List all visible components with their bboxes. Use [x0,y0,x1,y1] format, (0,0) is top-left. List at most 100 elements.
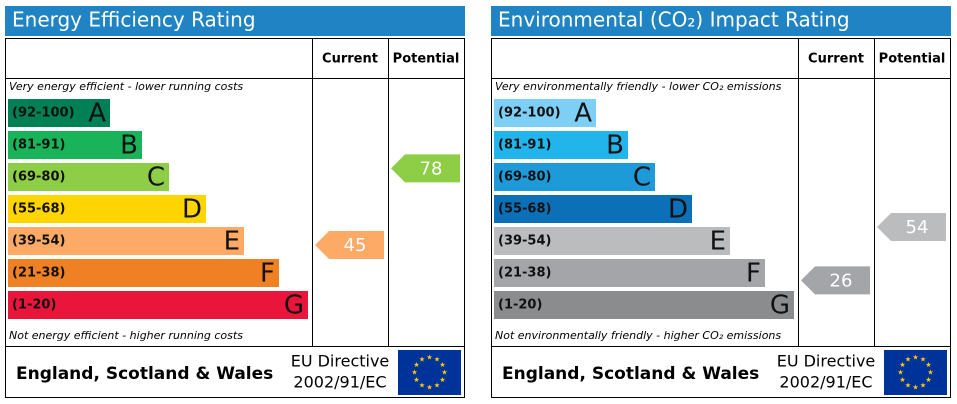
band-range: (55-68) [12,202,65,217]
flag-star: ★ [912,354,918,362]
rating-arrow [877,213,946,241]
rating-band [8,259,279,287]
rating-value: 54 [906,217,929,238]
rating-value: 78 [420,158,443,179]
band-letter: F [746,259,761,289]
rating-band [8,227,244,255]
rating-band [8,99,110,127]
band-letter: D [668,195,688,225]
band-range: (1-20) [498,298,542,313]
band-range: (69-80) [498,170,551,185]
rating-band [494,163,655,191]
directive-number: 2002/91/EC [779,373,872,392]
rating-band [8,131,142,159]
top-note: Very environmentally friendly - lower CO… [495,80,782,93]
col-header: Potential [393,52,460,67]
col-header: Potential [879,52,946,67]
flag-star: ★ [439,361,445,369]
band-letter: C [147,163,165,193]
bottom-note: Not energy efficient - higher running co… [9,329,243,342]
directive-number: 2002/91/EC [293,373,386,392]
band-letter: B [606,131,624,161]
flag-star: ★ [426,354,432,362]
band-range: (92-100) [12,106,75,121]
band-range: (81-91) [12,138,65,153]
flag-star: ★ [441,369,447,377]
panel: Energy Efficiency Rating Current Potential… [5,6,465,398]
title-bar [491,6,951,36]
flag-star: ★ [897,369,903,377]
band-range: (55-68) [498,202,551,217]
rating-band [494,131,628,159]
flag-star: ★ [419,356,425,364]
band-letter: G [284,291,304,321]
band-letter: E [710,227,726,257]
col-header: Current [808,52,864,67]
panel: Environmental (CO₂) Impact Rating Current… [491,6,951,398]
region: England, Scotland & Wales [502,364,759,384]
flag-star: ★ [899,376,905,384]
rating-band [8,291,308,319]
eu-flag [884,350,947,395]
rating-band [494,227,730,255]
rating-band [8,163,169,191]
flag-star: ★ [925,361,931,369]
band-range: (21-38) [498,266,551,281]
rating-value: 45 [344,235,367,256]
flag-star: ★ [920,381,926,389]
flag-star: ★ [413,361,419,369]
top-note: Very energy efficient - lower running co… [9,80,243,93]
rating-band [494,291,794,319]
band-range: (21-38) [12,266,65,281]
panel-title: Energy Efficiency Rating [12,8,256,32]
flag-star: ★ [439,376,445,384]
directive: EU Directive [777,352,876,371]
flag-star: ★ [419,381,425,389]
flag-star: ★ [434,356,440,364]
band-letter: G [770,291,790,321]
flag-star: ★ [920,356,926,364]
band-letter: F [260,259,275,289]
flag-star: ★ [434,381,440,389]
flag-star: ★ [411,369,417,377]
rating-band [494,195,692,223]
rating-band [494,259,765,287]
band-letter: D [182,195,202,225]
band-letter: E [224,227,240,257]
frame [491,38,951,398]
flag-star: ★ [912,384,918,392]
band-range: (39-54) [498,234,551,249]
band-letter: A [88,99,106,129]
rating-band [494,99,596,127]
rating-arrow [315,231,384,259]
flag-star: ★ [426,384,432,392]
flag-star: ★ [927,369,933,377]
band-letter: B [120,131,138,161]
flag-star: ★ [413,376,419,384]
panel-title: Environmental (CO₂) Impact Rating [498,8,850,32]
rating-band [8,195,206,223]
flag-star: ★ [905,356,911,364]
flag-star: ★ [925,376,931,384]
region: England, Scotland & Wales [16,364,273,384]
flag-star: ★ [905,381,911,389]
rating-arrow [801,266,870,295]
rating-arrow [391,154,460,183]
rating-value: 26 [830,270,853,291]
band-range: (1-20) [12,298,56,313]
band-range: (81-91) [498,138,551,153]
eu-flag [398,350,461,395]
bottom-note: Not environmentally friendly - higher CO… [495,329,781,342]
band-letter: A [574,99,592,129]
col-header: Current [322,52,378,67]
flag-star: ★ [899,361,905,369]
band-letter: C [633,163,651,193]
frame [5,38,465,398]
band-range: (92-100) [498,106,561,121]
title-bar [5,6,465,36]
band-range: (69-80) [12,170,65,185]
directive: EU Directive [291,352,390,371]
band-range: (39-54) [12,234,65,249]
